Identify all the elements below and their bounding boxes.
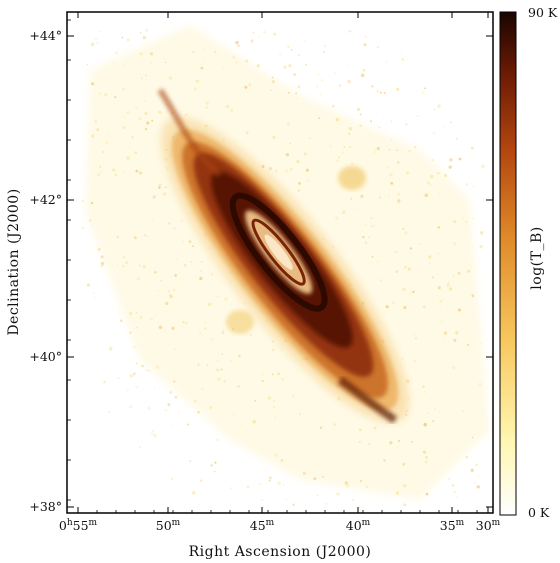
- colorbar-title: log(T_B): [529, 226, 545, 289]
- satellite-emission-north: [338, 166, 366, 190]
- x-tick-label: 30m: [476, 518, 501, 533]
- colorbar-gradient: [499, 11, 517, 516]
- northern-arm: [157, 88, 222, 178]
- galaxy-emission: [161, 116, 409, 424]
- y-tick-label: +42°: [29, 192, 62, 207]
- y-tick-label: +38°: [29, 499, 62, 514]
- y-axis-label: Declination (J2000): [6, 188, 22, 335]
- x-tick-label: 35m: [440, 518, 465, 533]
- satellite-emission-south: [226, 310, 254, 334]
- x-tick-label: 50m: [156, 518, 181, 533]
- plot-area: [67, 12, 493, 513]
- x-axis-label: Right Ascension (J2000): [189, 544, 372, 560]
- x-tick-label: 0h55m: [59, 518, 98, 533]
- x-tick-label: 40m: [346, 518, 371, 533]
- southern-arm: [337, 376, 398, 424]
- y-axis: +44° +42° +40° +38°: [29, 19, 493, 514]
- y-tick-label: +44°: [29, 28, 62, 43]
- colorbar: 90 K 0 K log(T_B): [499, 5, 558, 520]
- x-tick-label: 45m: [250, 518, 275, 533]
- colorbar-min-label: 0 K: [528, 505, 550, 520]
- plot-frame: [66, 11, 494, 514]
- colorbar-max-label: 90 K: [528, 5, 558, 20]
- y-tick-label: +40°: [29, 349, 62, 364]
